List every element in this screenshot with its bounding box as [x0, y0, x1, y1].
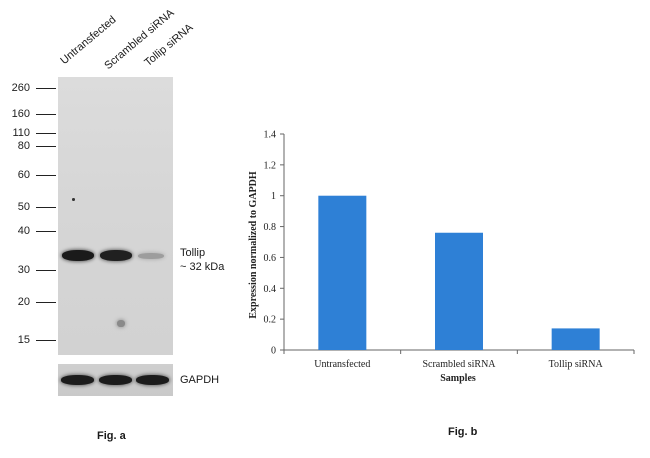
- mw-marker-60: 60: [17, 169, 30, 181]
- western-blot-panel: Untransfected Scrambled siRNA Tollip siR…: [0, 0, 260, 458]
- y-tick-label: 1.4: [264, 130, 277, 141]
- tollip-band-scrambled-sirna: [100, 250, 132, 261]
- mw-tick-80: [36, 146, 56, 147]
- tollip-band-untransfected: [62, 250, 94, 261]
- x-axis-categories: Untransfected Scrambled siRNA Tollip siRNA: [314, 359, 603, 370]
- y-tick-label: 0.8: [264, 222, 277, 233]
- gapdh-label: GAPDH: [180, 374, 220, 386]
- y-tick-label: 0.4: [264, 284, 277, 295]
- x-category-label: Tollip siRNA: [549, 359, 604, 370]
- x-category-label: Scrambled siRNA: [422, 359, 496, 370]
- gapdh-blot-strip: [58, 364, 173, 396]
- bar-chart: 0 0.2 0.4 0.6 0.8 1 1.2 1.4 Untransfected Scramb…: [248, 130, 635, 384]
- gapdh-band-scrambled-sirna: [99, 375, 132, 385]
- mw-tick-30: [36, 270, 56, 271]
- bar-scrambled-sirna: [435, 232, 483, 350]
- mw-marker-80: 80: [17, 140, 30, 152]
- y-tick-label: 0.6: [264, 253, 277, 264]
- bar-untransfected: [318, 195, 367, 350]
- membrane-spot: [117, 320, 125, 327]
- mw-marker-260: 260: [11, 82, 30, 94]
- y-axis-title: Expression normalized to GAPDH: [248, 171, 259, 319]
- mw-tick-260: [36, 88, 56, 89]
- x-axis-title: Samples: [440, 373, 476, 384]
- mw-tick-15: [36, 340, 56, 341]
- figure-a-caption: Fig. a: [97, 430, 126, 442]
- mw-marker-40: 40: [17, 225, 30, 237]
- mw-tick-110: [36, 133, 56, 134]
- y-tick-label: 0: [271, 346, 276, 357]
- mw-tick-40: [36, 231, 56, 232]
- membrane-speck: [72, 198, 75, 201]
- y-tick-label: 1.2: [264, 160, 277, 171]
- mw-marker-160: 160: [11, 108, 30, 120]
- chart-bars: [318, 195, 600, 350]
- bar-tollip-sirna: [551, 328, 600, 350]
- x-category-label: Untransfected: [314, 359, 370, 370]
- mw-marker-30: 30: [17, 264, 30, 276]
- mw-tick-50: [36, 207, 56, 208]
- y-tick-label: 0.2: [264, 315, 277, 326]
- y-axis-ticks: 0 0.2 0.4 0.6 0.8 1 1.2 1.4: [264, 130, 635, 357]
- mw-marker-15: 15: [17, 334, 30, 346]
- tollip-band-tollip-sirna: [138, 253, 164, 259]
- mw-tick-20: [36, 302, 56, 303]
- gapdh-band-tollip-sirna: [136, 375, 169, 385]
- y-tick-label: 1: [271, 191, 276, 202]
- mw-marker-110: 110: [12, 127, 30, 139]
- mw-marker-20: 20: [17, 296, 30, 308]
- blot-membrane: [58, 77, 173, 355]
- mw-marker-50: 50: [17, 201, 30, 213]
- gapdh-band-untransfected: [61, 375, 94, 385]
- figure-b-caption: Fig. b: [448, 426, 478, 438]
- tollip-band-label: Tollip: [180, 247, 206, 259]
- mw-tick-60: [36, 175, 56, 176]
- tollip-mw-label: ~ 32 kDa: [180, 261, 225, 273]
- mw-tick-160: [36, 114, 56, 115]
